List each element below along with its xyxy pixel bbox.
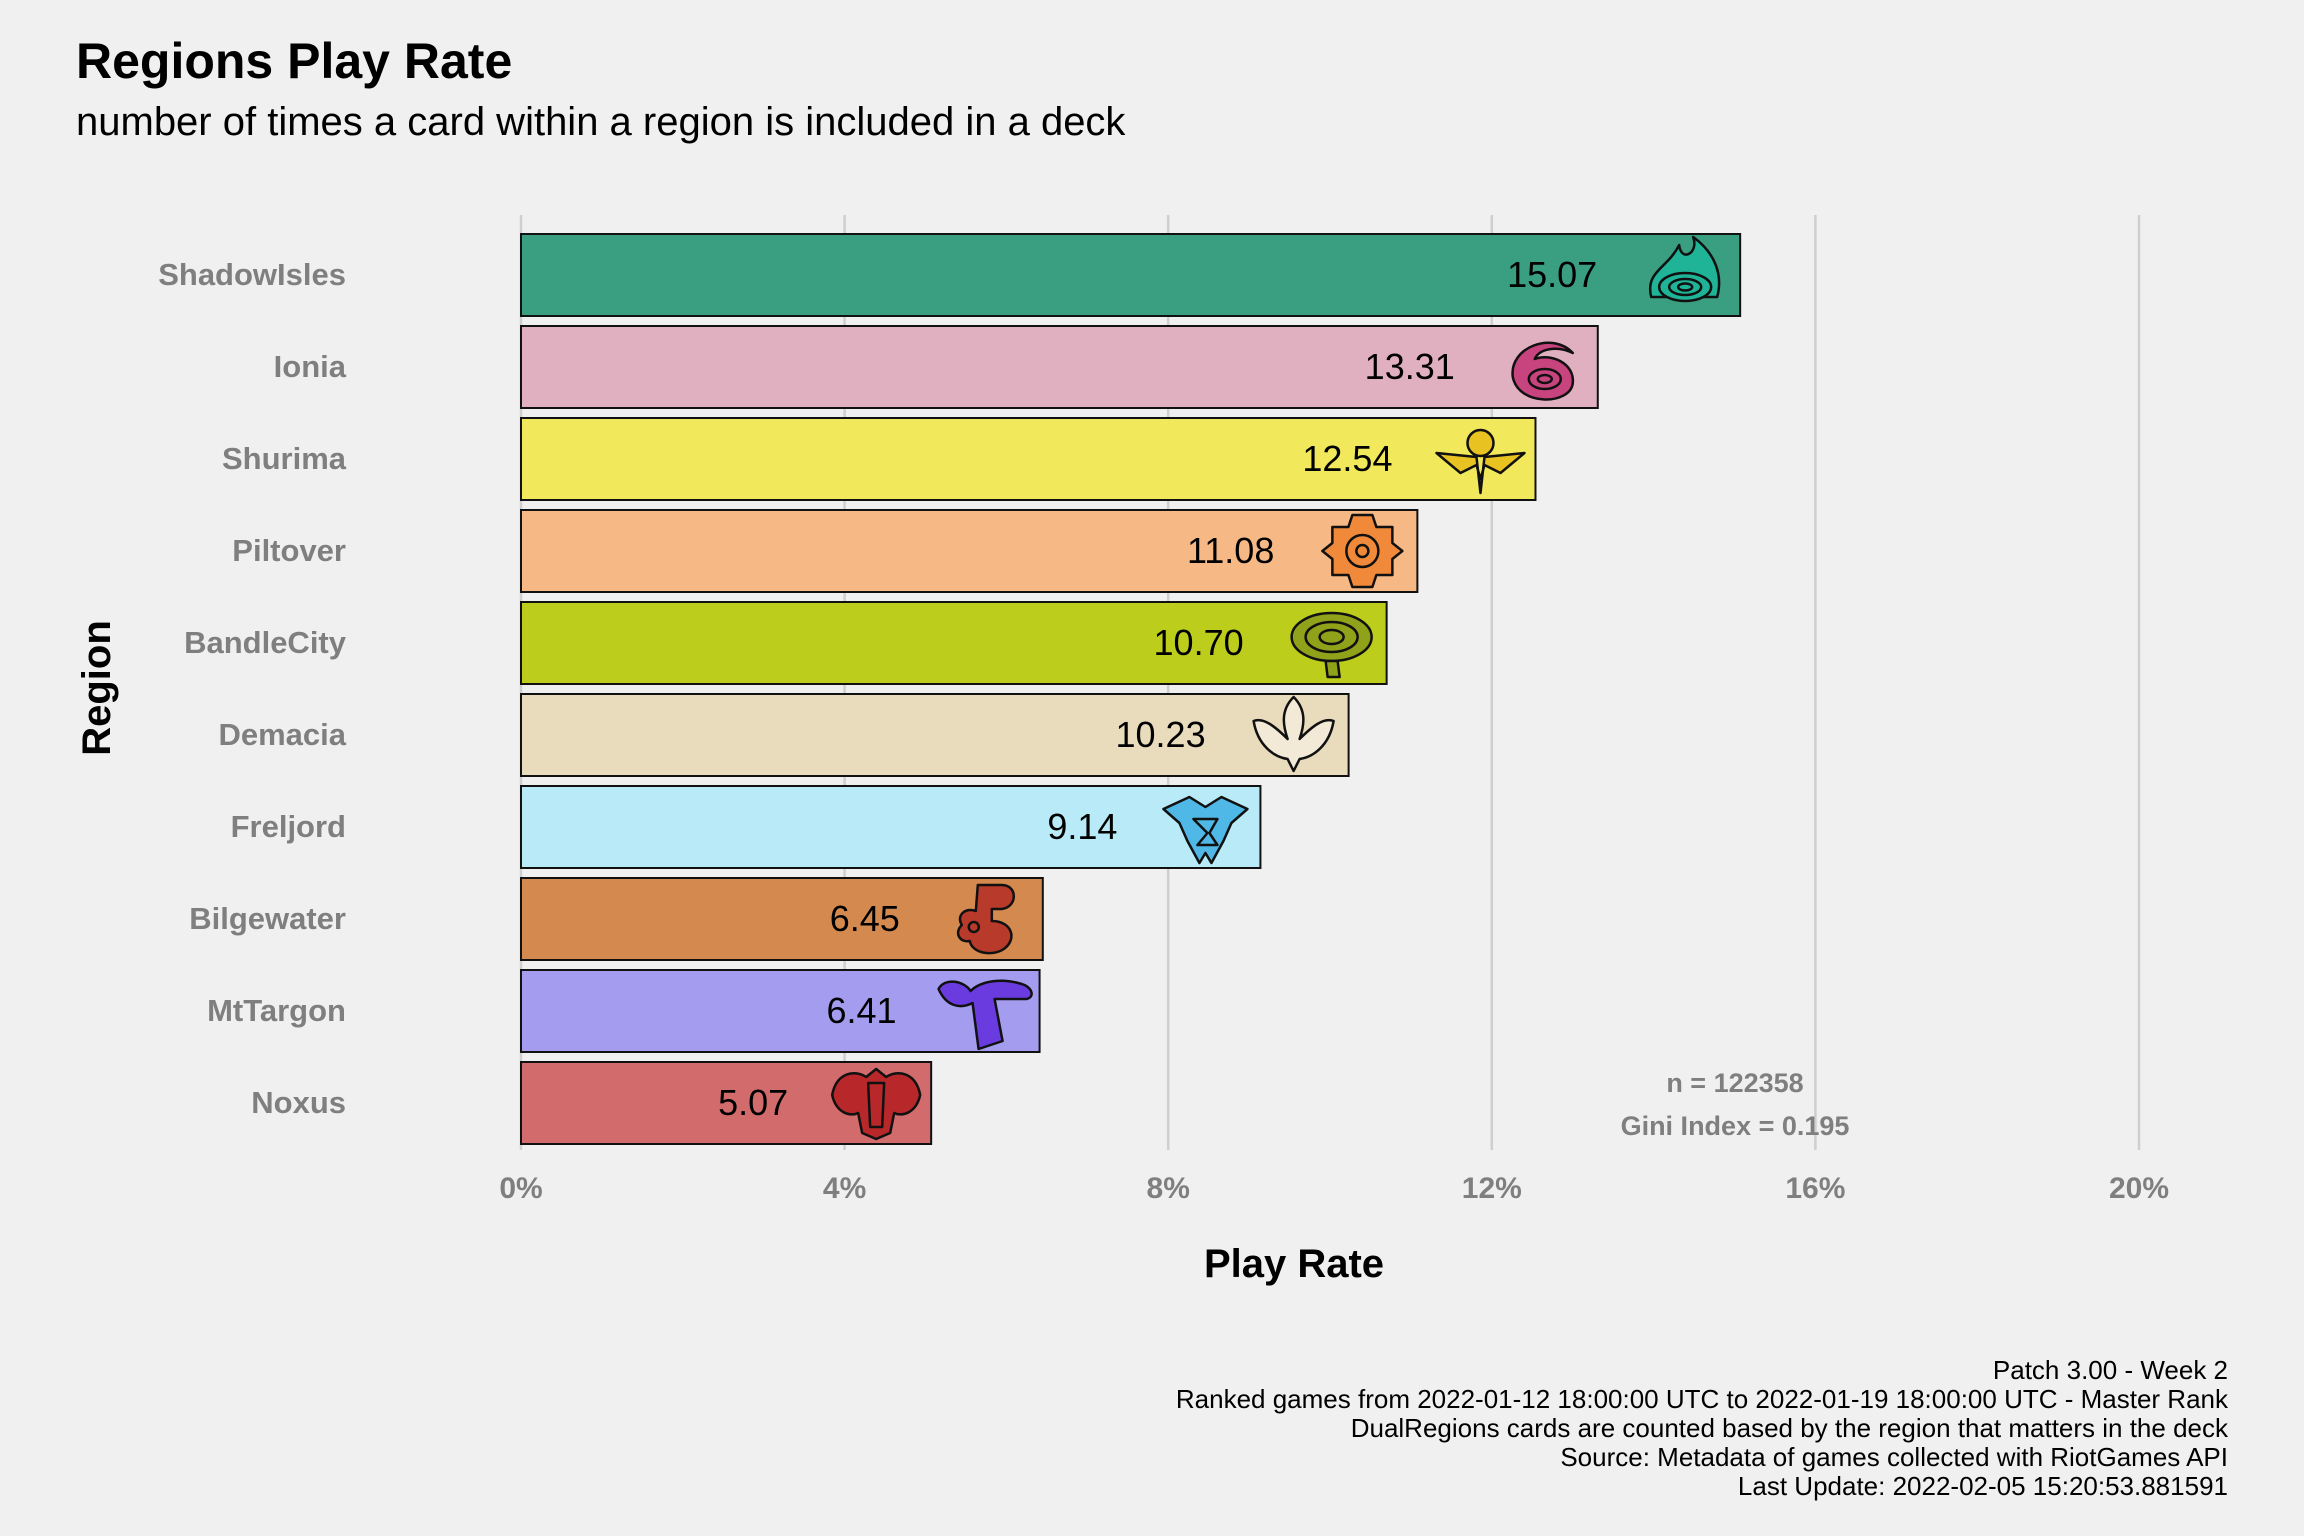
shadow-isles-icon [1648,235,1721,303]
x-tick-labels: 0% 4% 8% 12% 16% 20% [499,1172,2169,1205]
bar [520,785,1262,869]
value-label: 15.07 [1507,254,1597,295]
mt-targon-icon [937,979,1033,1051]
bar [520,509,1419,593]
category-label: Bilgewater [189,901,346,936]
x-tick-label: 8% [1147,1172,1190,1205]
freljord-icon [1162,795,1249,865]
x-tick-label: 16% [1785,1172,1845,1205]
bar [520,601,1388,685]
x-tick-label: 4% [823,1172,866,1205]
x-tick-label: 0% [499,1172,542,1205]
value-label: 13.31 [1365,346,1455,387]
ionia-icon [1511,341,1575,401]
category-label: MtTargon [207,993,346,1028]
category-label: Piltover [232,533,346,568]
category-label: Shurima [222,441,347,476]
value-label: 9.14 [1047,806,1117,847]
value-label: 5.07 [718,1082,788,1123]
category-label: Freljord [231,809,346,844]
value-label: 10.70 [1154,622,1244,663]
demacia-icon [1252,695,1335,773]
category-label: Demacia [218,717,346,752]
category-label: ShadowIsles [158,257,346,292]
category-label: BandleCity [184,625,347,660]
region-icons [830,235,1721,1141]
caption-line: Patch 3.00 - Week 2 [1992,1355,2228,1385]
bars [520,233,1742,1145]
piltover-icon [1321,513,1404,589]
value-label: 6.45 [830,898,900,939]
chart-subtitle: number of times a card within a region i… [76,100,1126,144]
x-axis-title: Play Rate [1204,1242,1384,1286]
shurima-icon [1435,428,1526,495]
caption-line: Last Update: 2022-02-05 15:20:53.881591 [1737,1471,2228,1501]
category-labels: ShadowIsles Ionia Shurima Piltover BandleCit… [158,257,347,1120]
value-label: 10.23 [1116,714,1206,755]
caption: Patch 3.00 - Week 2 Ranked games from 20… [1176,1356,2228,1501]
value-labels: 15.07 13.31 12.54 11.08 10.70 10.23 9.14 6.45 6.… [718,254,1597,1123]
bar [520,417,1537,501]
bar [520,969,1041,1053]
x-tick-label: 12% [1462,1172,1522,1205]
x-tick-label: 20% [2109,1172,2169,1205]
value-label: 11.08 [1187,530,1274,571]
bar [520,325,1599,409]
bar [520,877,1044,961]
gini-index-annotation: Gini Index = 0.195 [1621,1111,1850,1141]
caption-line: Source: Metadata of games collected with… [1560,1442,2228,1472]
category-label: Noxus [251,1085,346,1120]
caption-line: DualRegions cards are counted based by t… [1350,1413,2228,1443]
value-label: 12.54 [1302,438,1392,479]
noxus-icon [830,1067,922,1141]
caption-line: Ranked games from 2022-01-12 18:00:00 UT… [1175,1384,2228,1414]
chart-title: Regions Play Rate [76,33,513,89]
bar [520,693,1350,777]
bandle-city-icon [1290,611,1373,679]
bar [520,233,1742,317]
sample-size-annotation: n = 122358 [1666,1068,1803,1098]
category-label: Ionia [274,349,347,384]
bilgewater-icon [956,883,1016,955]
value-label: 6.41 [826,990,896,1031]
y-axis-title: Region [75,620,119,756]
